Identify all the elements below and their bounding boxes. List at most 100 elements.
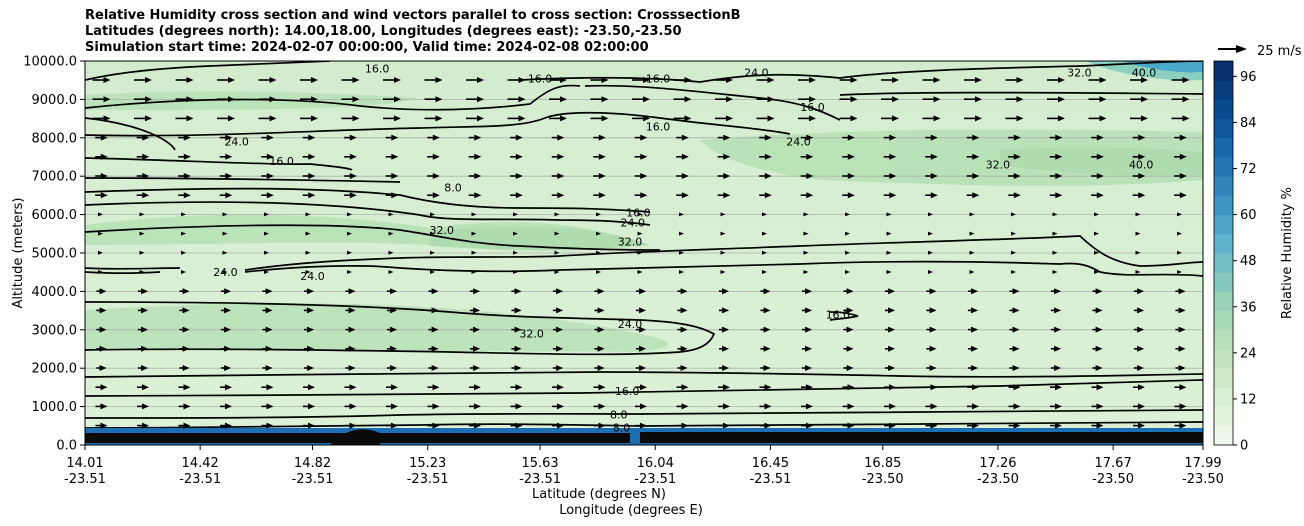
wind-arrow: [1171, 115, 1190, 122]
wind-arrow: [385, 153, 399, 160]
wind-arrow: [220, 422, 232, 429]
colorbar-tick-label: 96: [1240, 70, 1257, 85]
wind-arrow: [469, 326, 481, 333]
wind-arrow: [801, 326, 813, 333]
x-axis-label-longitude: Longitude (degrees E): [559, 503, 703, 518]
wind-arrow: [594, 288, 605, 295]
x-tick-label-lat: 14.01: [66, 456, 103, 471]
wind-arrow: [925, 422, 938, 429]
wind-arrow: [634, 192, 648, 199]
contour-label: 40.0: [1129, 159, 1154, 172]
y-tick-label: 5000.0: [32, 247, 78, 262]
chart-title-line-1: Relative Humidity cross section and wind…: [85, 8, 741, 23]
contour-label: 24.0: [786, 136, 811, 149]
x-tick-label-lat: 17.99: [1184, 456, 1221, 471]
wind-arrow: [137, 384, 149, 391]
contour-label: 24.0: [621, 216, 646, 229]
wind-arrow: [98, 212, 103, 217]
wind-arrow: [964, 115, 982, 122]
wind-arrow: [98, 270, 103, 274]
wind-arrow: [969, 231, 975, 236]
wind-arrow: [95, 403, 108, 410]
wind-arrow: [300, 77, 318, 83]
wind-arrow: [1052, 231, 1058, 236]
colorbar-band: [1214, 425, 1233, 446]
wind-arrow: [801, 365, 813, 371]
x-tick-label-lat: 15.23: [409, 456, 446, 471]
wind-arrow: [344, 403, 357, 410]
wind-arrow: [969, 250, 975, 255]
wind-arrow: [803, 270, 809, 274]
wind-arrow: [181, 270, 186, 274]
wind-arrow: [676, 384, 689, 391]
wind-arrow: [469, 384, 481, 391]
wind-arrow: [884, 422, 896, 429]
wind-arrow: [632, 96, 650, 103]
wind-arrow: [175, 115, 194, 122]
colorbar-band: [1214, 368, 1233, 388]
wind-arrow: [718, 422, 730, 429]
wind-arrow: [966, 192, 980, 199]
wind-arrow: [1171, 96, 1190, 103]
wind-arrow: [264, 270, 269, 274]
wind-arrow: [925, 173, 938, 179]
wind-arrow: [219, 134, 233, 141]
wind-arrow: [1091, 384, 1104, 391]
wind-arrow: [1088, 115, 1107, 122]
y-tick-label: 2000.0: [32, 362, 78, 377]
wind-arrow: [98, 231, 103, 236]
wind-arrow: [510, 153, 523, 160]
wind-arrow: [926, 288, 937, 295]
wind-arrow: [303, 384, 315, 391]
wind-arrow: [261, 192, 274, 199]
wind-arrow: [92, 115, 111, 122]
wind-arrow: [302, 134, 316, 141]
wind-arrow: [673, 115, 692, 122]
wind-arrow: [1088, 77, 1107, 83]
wind-arrow: [1133, 288, 1145, 295]
wind-arrow: [1092, 288, 1103, 295]
wind-arrow: [134, 96, 152, 103]
colorbar-band: [1214, 61, 1233, 81]
wind-arrow: [1175, 307, 1186, 314]
wind-arrow: [1088, 96, 1107, 103]
wind-arrow: [347, 231, 352, 236]
wind-arrow: [1091, 173, 1104, 179]
wind-arrow: [679, 212, 684, 217]
colorbar-tick-label: 60: [1240, 208, 1257, 223]
x-tick-label-lon: -23.50: [1092, 472, 1134, 487]
wind-arrow: [386, 384, 398, 391]
wind-arrow: [428, 326, 439, 333]
wind-arrow: [513, 231, 518, 236]
wind-arrow: [466, 115, 484, 122]
wind-arrow: [881, 96, 899, 103]
wind-arrow: [1008, 134, 1021, 141]
wind-arrow: [181, 250, 186, 255]
wind-arrow: [385, 134, 399, 141]
wind-arrow: [1091, 153, 1104, 160]
wind-arrow: [549, 115, 567, 122]
x-tick-label-lon: -23.50: [977, 472, 1019, 487]
wind-arrow: [803, 212, 809, 217]
wind-arrow: [175, 77, 194, 83]
wind-arrow: [217, 115, 235, 122]
wind-arrow: [966, 153, 980, 160]
wind-arrow: [92, 96, 111, 103]
wind-arrow: [302, 192, 316, 199]
wind-arrow: [341, 115, 360, 122]
wind-arrow: [1177, 270, 1182, 274]
y-tick-label: 0.0: [56, 439, 77, 454]
contour-label: 16.0: [646, 120, 671, 133]
wind-arrow: [759, 153, 772, 160]
wind-arrow: [388, 212, 394, 217]
wind-arrow: [261, 384, 274, 391]
wind-arrow: [1049, 173, 1063, 179]
wind-arrow: [1094, 270, 1099, 274]
x-tick-label-lon: -23.50: [1182, 472, 1224, 487]
wind-arrow: [635, 307, 647, 314]
wind-arrow: [507, 96, 526, 103]
wind-arrow: [466, 77, 484, 83]
wind-arrow: [430, 212, 435, 217]
wind-arrow: [261, 403, 274, 410]
wind-arrow: [637, 250, 643, 255]
